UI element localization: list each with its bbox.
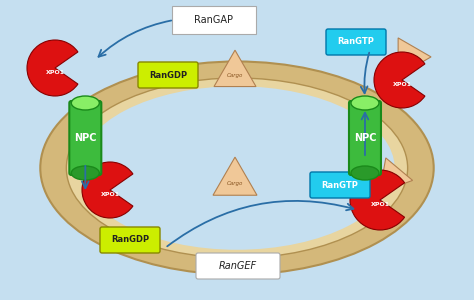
Wedge shape xyxy=(374,52,425,108)
Ellipse shape xyxy=(351,96,379,110)
FancyBboxPatch shape xyxy=(310,172,370,198)
Ellipse shape xyxy=(351,166,379,180)
Text: RanGDP: RanGDP xyxy=(149,70,187,80)
Wedge shape xyxy=(350,170,405,230)
Polygon shape xyxy=(214,50,256,86)
Polygon shape xyxy=(398,38,431,76)
Text: NPC: NPC xyxy=(354,133,376,143)
Polygon shape xyxy=(380,158,412,192)
Text: RanGDP: RanGDP xyxy=(111,236,149,244)
Text: NPC: NPC xyxy=(74,133,97,143)
Text: XPO1: XPO1 xyxy=(46,70,64,74)
Text: Cargo: Cargo xyxy=(384,176,400,181)
Text: XPO1: XPO1 xyxy=(100,191,119,196)
Polygon shape xyxy=(213,157,257,195)
Ellipse shape xyxy=(66,78,408,258)
Text: Cargo: Cargo xyxy=(227,181,243,185)
Text: Cargo: Cargo xyxy=(227,73,243,77)
Ellipse shape xyxy=(80,86,394,250)
FancyBboxPatch shape xyxy=(100,227,160,253)
FancyBboxPatch shape xyxy=(349,101,381,175)
Text: RanGAP: RanGAP xyxy=(194,15,234,25)
FancyBboxPatch shape xyxy=(69,101,101,175)
Text: XPO1: XPO1 xyxy=(371,202,390,206)
Text: RanGTP: RanGTP xyxy=(337,38,374,46)
Ellipse shape xyxy=(71,96,100,110)
FancyBboxPatch shape xyxy=(138,62,198,88)
Ellipse shape xyxy=(40,61,434,274)
Text: Cargo: Cargo xyxy=(400,56,416,61)
FancyBboxPatch shape xyxy=(196,253,280,279)
FancyBboxPatch shape xyxy=(172,6,256,34)
FancyBboxPatch shape xyxy=(326,29,386,55)
Ellipse shape xyxy=(71,166,100,180)
Wedge shape xyxy=(82,162,133,218)
Text: RanGTP: RanGTP xyxy=(321,181,358,190)
Text: XPO1: XPO1 xyxy=(392,82,411,86)
Wedge shape xyxy=(27,40,78,96)
Text: RanGEF: RanGEF xyxy=(219,261,257,271)
